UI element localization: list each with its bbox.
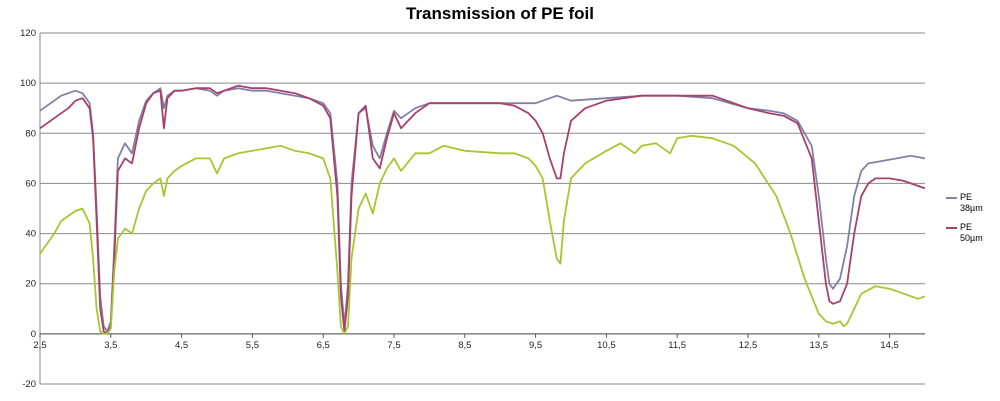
x-tick-label: 10,5: [597, 340, 616, 351]
x-tick-label: 4,5: [175, 340, 188, 351]
y-tick-label: 80: [25, 128, 36, 139]
legend-swatch: [946, 227, 957, 229]
y-tick-label: 60: [25, 178, 36, 189]
chart-title: Transmission of PE foil: [406, 4, 594, 23]
legend-item-pe-38: PE 38µm: [946, 192, 1000, 214]
series-lines: [39, 84, 926, 335]
series-line-1: [39, 84, 926, 335]
y-tick-label: 40: [25, 229, 36, 240]
x-tick-label: 3,5: [104, 340, 117, 351]
axes: [39, 33, 925, 384]
series-line-0: [39, 87, 926, 333]
series-line-2: [39, 134, 926, 335]
gridlines: [40, 32, 925, 385]
legend-label: PE 50µm: [960, 222, 983, 243]
legend-item-pe-50: PE 50µm: [946, 222, 1000, 244]
tick-labels: -20 0 20 40 60 80 100 120 2,5 3,5 4,5 5,5 6,5 7,5 8,5 9…: [20, 28, 899, 390]
x-tick-label: 11,5: [668, 340, 686, 351]
legend: PE 38µm PE 50µm: [946, 192, 1000, 252]
x-tick-label: 6,5: [317, 340, 330, 351]
y-tick-label: -20: [22, 379, 36, 390]
y-tick-label: 120: [20, 28, 36, 39]
y-tick-label: 100: [20, 78, 36, 89]
x-tick-label: 9,5: [529, 340, 542, 351]
x-tick-label: 2,5: [33, 340, 46, 351]
legend-swatch: [946, 197, 957, 199]
legend-label: PE 38µm: [960, 192, 983, 213]
x-tick-label: 5,5: [246, 340, 259, 351]
x-tick-label: 8,5: [458, 340, 471, 351]
x-tick-label: 13,5: [810, 340, 829, 351]
y-tick-label: 0: [31, 329, 36, 340]
x-tick-label: 7,5: [387, 340, 400, 351]
y-tick-label: 20: [25, 279, 36, 290]
x-tick-label: 14,5: [880, 340, 899, 351]
x-tick-label: 12,5: [739, 340, 758, 351]
